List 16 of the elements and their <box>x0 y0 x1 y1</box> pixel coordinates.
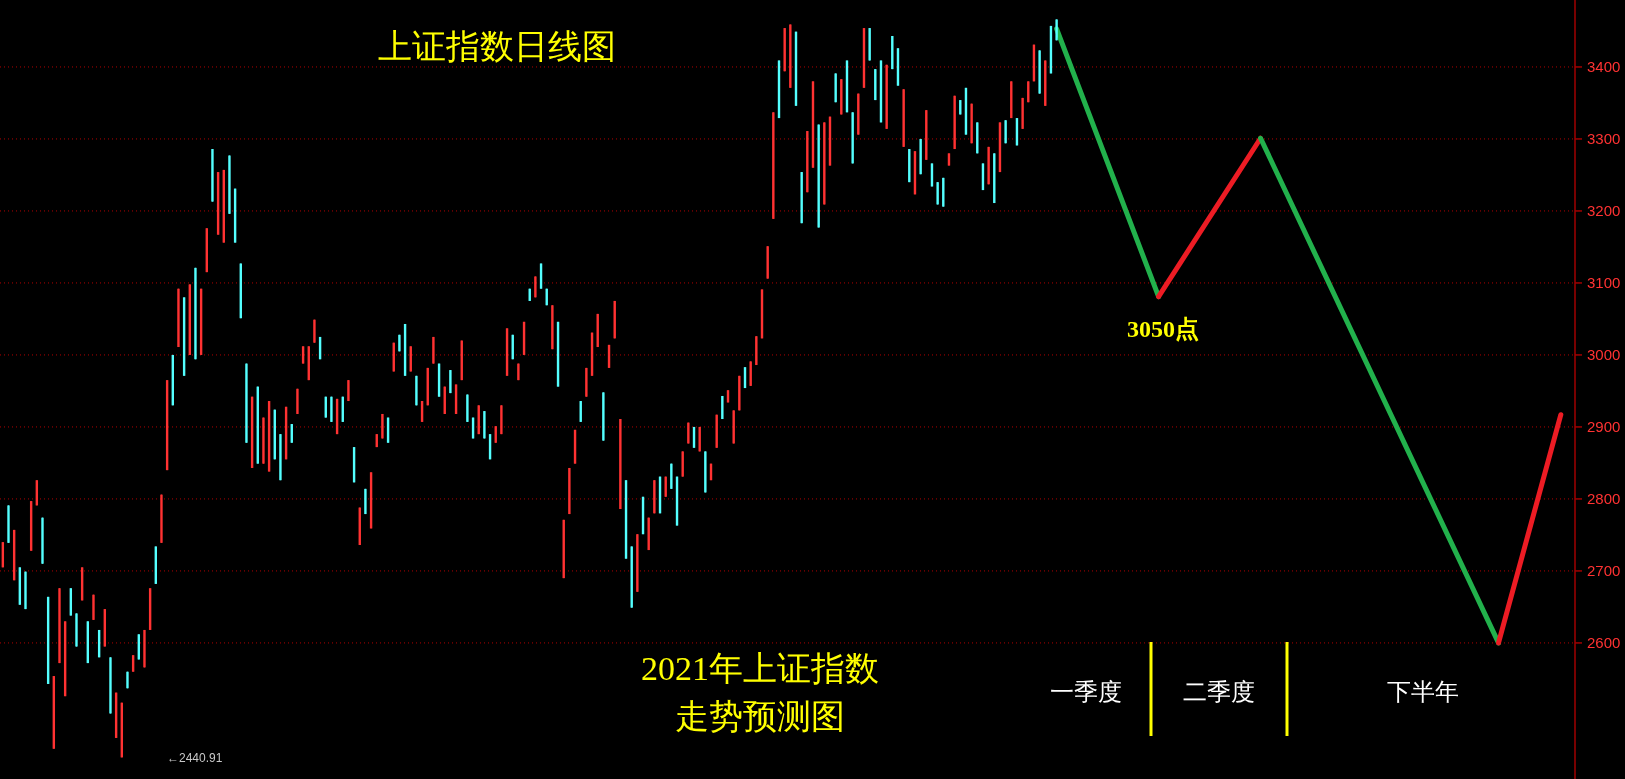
text: 2021年上证指数走势预测图 <box>641 650 879 735</box>
annotation: 一季度 <box>1050 679 1122 705</box>
y-tick-label: 2900 <box>1587 418 1621 436</box>
y-tick-label: 3300 <box>1587 130 1621 148</box>
annotation: 3050点 <box>1127 315 1199 342</box>
y-tick-label: 2700 <box>1587 562 1621 580</box>
y-tick-label: 2600 <box>1587 634 1621 652</box>
y-tick-label: 2800 <box>1587 490 1621 508</box>
y-tick-label: 3400 <box>1587 58 1621 76</box>
text: 上证指数日线图 <box>378 28 616 65</box>
annotation: ←2440.91 <box>167 751 223 765</box>
y-tick-label: 3100 <box>1587 274 1621 292</box>
y-tick-label: 3000 <box>1587 346 1621 364</box>
annotation: 二季度 <box>1183 679 1255 705</box>
annotation: 下半年 <box>1387 679 1459 705</box>
y-tick-label: 3200 <box>1587 202 1621 220</box>
